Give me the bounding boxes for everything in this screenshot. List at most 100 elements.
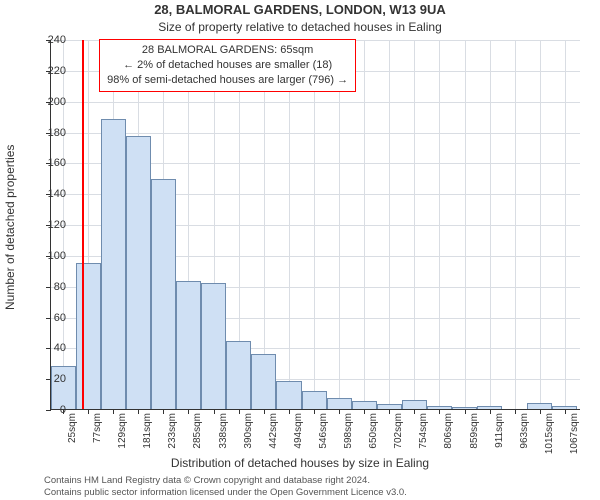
grid-line-v <box>439 40 440 409</box>
grid-line-v <box>414 40 415 409</box>
y-tick-label: 80 <box>36 281 66 293</box>
annotation-box: 28 BALMORAL GARDENS: 65sqm← 2% of detach… <box>99 39 356 92</box>
chart-title: 28, BALMORAL GARDENS, LONDON, W13 9UA <box>0 2 600 17</box>
x-tick-label: 129sqm <box>117 413 128 449</box>
x-tick-label: 77sqm <box>92 413 103 443</box>
histogram-bar <box>452 407 477 409</box>
x-tick-mark <box>364 409 365 414</box>
attribution-line-2: Contains public sector information licen… <box>44 487 407 498</box>
y-tick-label: 180 <box>36 127 66 139</box>
histogram-bar <box>226 341 251 409</box>
x-tick-label: 859sqm <box>469 413 480 449</box>
x-tick-label: 494sqm <box>293 413 304 449</box>
x-tick-mark <box>414 409 415 414</box>
grid-line-v <box>490 40 491 409</box>
chart-subtitle: Size of property relative to detached ho… <box>0 20 600 34</box>
x-tick-label: 650sqm <box>368 413 379 449</box>
x-tick-mark <box>490 409 491 414</box>
grid-line-h <box>51 133 580 134</box>
grid-line-v <box>565 40 566 409</box>
grid-line-v <box>289 40 290 409</box>
x-tick-mark <box>465 409 466 414</box>
y-tick-label: 40 <box>36 342 66 354</box>
histogram-bar <box>251 354 276 410</box>
y-tick-label: 100 <box>36 250 66 262</box>
x-tick-mark <box>389 409 390 414</box>
histogram-bar <box>427 406 452 409</box>
histogram-bar <box>527 403 552 409</box>
grid-line-v <box>364 40 365 409</box>
x-tick-mark <box>113 409 114 414</box>
x-tick-label: 285sqm <box>192 413 203 449</box>
x-tick-label: 1015sqm <box>544 413 555 454</box>
x-tick-mark <box>314 409 315 414</box>
grid-line-v <box>389 40 390 409</box>
y-tick-label: 0 <box>36 404 66 416</box>
grid-line-v <box>540 40 541 409</box>
annotation-line: 28 BALMORAL GARDENS: 65sqm <box>107 43 348 58</box>
attribution-text: Contains HM Land Registry data © Crown c… <box>44 475 407 498</box>
attribution-line-1: Contains HM Land Registry data © Crown c… <box>44 475 407 486</box>
x-tick-label: 754sqm <box>418 413 429 449</box>
x-tick-mark <box>289 409 290 414</box>
x-tick-label: 702sqm <box>393 413 404 449</box>
grid-line-v <box>339 40 340 409</box>
x-tick-mark <box>540 409 541 414</box>
x-tick-label: 911sqm <box>494 413 505 448</box>
x-tick-label: 442sqm <box>268 413 279 449</box>
histogram-bar <box>402 400 427 409</box>
grid-line-v <box>515 40 516 409</box>
x-axis-label: Distribution of detached houses by size … <box>0 456 600 470</box>
histogram-bar <box>552 406 577 409</box>
property-marker-line <box>82 40 84 409</box>
x-tick-mark <box>264 409 265 414</box>
x-tick-label: 25sqm <box>67 413 78 443</box>
y-tick-label: 60 <box>36 312 66 324</box>
y-tick-label: 200 <box>36 96 66 108</box>
x-tick-label: 233sqm <box>167 413 178 449</box>
y-tick-label: 240 <box>36 34 66 46</box>
x-tick-mark <box>565 409 566 414</box>
y-tick-label: 160 <box>36 157 66 169</box>
x-tick-label: 806sqm <box>443 413 454 449</box>
histogram-bar <box>302 391 327 410</box>
x-tick-mark <box>138 409 139 414</box>
x-tick-label: 598sqm <box>343 413 354 449</box>
histogram-bar <box>477 406 502 409</box>
grid-line-v <box>465 40 466 409</box>
histogram-bar <box>276 381 301 409</box>
histogram-bar <box>327 398 352 409</box>
x-tick-label: 390sqm <box>243 413 254 449</box>
x-tick-mark <box>239 409 240 414</box>
histogram-bar <box>377 404 402 409</box>
x-tick-mark <box>88 409 89 414</box>
x-tick-mark <box>439 409 440 414</box>
x-tick-mark <box>214 409 215 414</box>
histogram-bar <box>101 119 126 409</box>
x-tick-label: 963sqm <box>519 413 530 449</box>
x-tick-mark <box>163 409 164 414</box>
x-tick-label: 181sqm <box>142 413 153 449</box>
histogram-bar <box>126 136 151 409</box>
x-tick-mark <box>515 409 516 414</box>
annotation-line: 98% of semi-detached houses are larger (… <box>107 73 348 88</box>
x-tick-label: 1067sqm <box>569 413 580 454</box>
y-tick-label: 20 <box>36 373 66 385</box>
x-tick-label: 546sqm <box>318 413 329 449</box>
y-tick-label: 220 <box>36 65 66 77</box>
x-tick-mark <box>339 409 340 414</box>
histogram-bar <box>151 179 176 409</box>
grid-line-v <box>314 40 315 409</box>
annotation-line: ← 2% of detached houses are smaller (18) <box>107 58 348 73</box>
y-tick-label: 140 <box>36 188 66 200</box>
histogram-bar <box>76 263 101 409</box>
grid-line-h <box>51 102 580 103</box>
y-tick-label: 120 <box>36 219 66 231</box>
histogram-bar <box>201 283 226 409</box>
histogram-bar <box>352 401 377 409</box>
x-tick-label: 338sqm <box>218 413 229 449</box>
x-tick-mark <box>188 409 189 414</box>
plot-area: 25sqm77sqm129sqm181sqm233sqm285sqm338sqm… <box>50 40 580 410</box>
y-axis-label: Number of detached properties <box>3 145 17 310</box>
histogram-bar <box>176 281 201 409</box>
